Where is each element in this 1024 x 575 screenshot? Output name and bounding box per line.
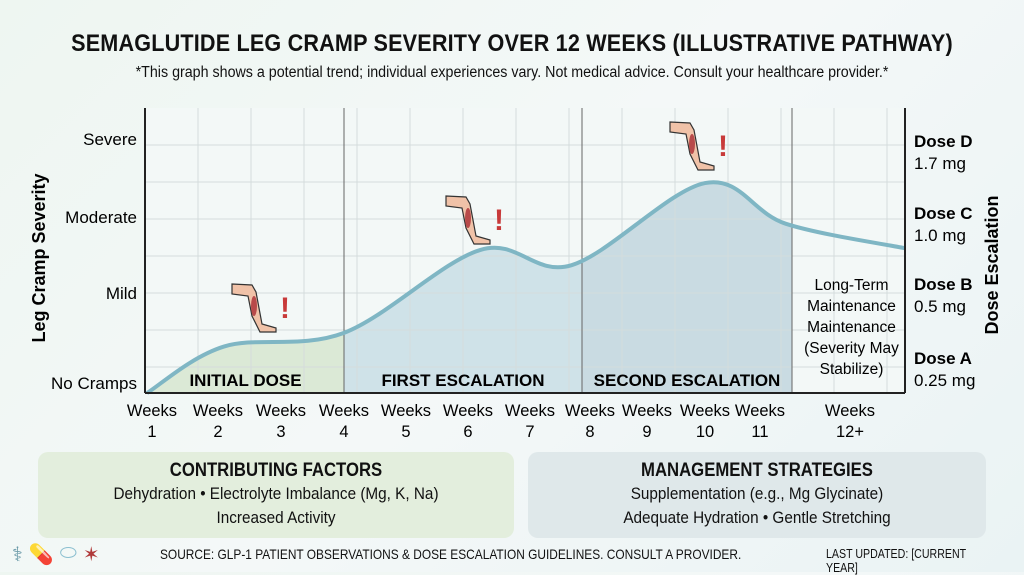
x-tick-number: 5 <box>401 423 410 441</box>
source-note: SOURCE: GLP-1 PATIENT OBSERVATIONS & DOS… <box>160 546 742 562</box>
x-tick-label: Weeks <box>256 402 306 420</box>
footer-icons: ⚕ 💊 ⬭ ✶ <box>12 542 100 567</box>
x-tick-label: Weeks <box>381 402 431 420</box>
x-tick-number: 1 <box>147 423 156 441</box>
strategies-line-2: Adequate Hydration • Gentle Stretching <box>623 508 891 527</box>
phase-label: SECOND ESCALATION <box>594 371 781 390</box>
y2-axis-label: Dose Escalation <box>982 195 1002 334</box>
pills-icon: 💊 <box>28 544 54 566</box>
exclamation-icon: ! <box>718 130 728 163</box>
x-tick-label: Weeks <box>825 402 875 420</box>
x-tick-label: Weeks <box>622 402 672 420</box>
x-tick-label: Weeks <box>193 402 243 420</box>
factors-line-2: Increased Activity <box>216 508 336 527</box>
dose-label: Dose B <box>914 275 973 294</box>
chart-subtitle: *This graph shows a potential trend; ind… <box>135 64 889 81</box>
x-tick-number: 7 <box>525 423 534 441</box>
dose-amount: 0.5 mg <box>914 297 966 316</box>
capsule-icon: ⬭ <box>59 542 77 564</box>
management-strategies-panel: MANAGEMENT STRATEGIES Supplementation (e… <box>528 452 986 538</box>
stethoscope-icon: ⚕ <box>12 544 23 566</box>
dose-amount: 1.0 mg <box>914 226 966 245</box>
x-tick-number: 6 <box>463 423 472 441</box>
muscle-cramp-icon: ✶ <box>82 544 100 566</box>
x-tick-number: 8 <box>585 423 594 441</box>
x-tick-number: 11 <box>751 423 768 441</box>
strategies-line-1: Supplementation (e.g., Mg Glycinate) <box>630 484 884 503</box>
x-tick-label: Weeks <box>565 402 615 420</box>
phase-label: FIRST ESCALATION <box>381 371 544 390</box>
y-tick-label: Moderate <box>65 208 137 227</box>
x-tick-label: Weeks <box>505 402 555 420</box>
leg-cramp-icon: ! <box>669 121 728 171</box>
chart-title: SEMAGLUTIDE LEG CRAMP SEVERITY OVER 12 W… <box>71 30 953 57</box>
exclamation-icon: ! <box>280 292 290 325</box>
phase-label-maintenance: Long-Term Maintenance Maintenance (Severity… <box>804 277 899 378</box>
leg-cramp-icon: ! <box>231 283 290 333</box>
y-tick-label: Mild <box>106 284 137 303</box>
contributing-factors-panel: CONTRIBUTING FACTORS Dehydration • Elect… <box>38 452 514 538</box>
x-tick-label: Weeks <box>127 402 177 420</box>
phase-label: INITIAL DOSE <box>189 371 301 390</box>
x-tick-label: Weeks <box>443 402 493 420</box>
last-updated: LAST UPDATED: [CURRENT YEAR] <box>826 547 966 575</box>
y-tick-label: No Cramps <box>51 374 137 393</box>
strategies-title: MANAGEMENT STRATEGIES <box>641 460 873 481</box>
dose-label: Dose D <box>914 132 973 151</box>
x-tick-number: 12+ <box>836 423 864 441</box>
y-tick-label: Severe <box>83 130 137 149</box>
x-tick-label: Weeks <box>319 402 369 420</box>
dose-amount: 0.25 mg <box>914 371 975 390</box>
exclamation-icon: ! <box>494 204 504 237</box>
dose-amount: 1.7 mg <box>914 154 966 173</box>
x-tick-label: Weeks <box>735 402 785 420</box>
chart: INITIAL DOSE FIRST ESCALATION SECOND ESCAL… <box>29 108 1002 441</box>
x-tick-number: 4 <box>339 423 348 441</box>
x-tick-number: 10 <box>696 423 714 441</box>
severity-line <box>145 180 906 395</box>
x-tick-number: 9 <box>642 423 651 441</box>
x-tick-number: 3 <box>276 423 285 441</box>
factors-line-1: Dehydration • Electrolyte Imbalance (Mg,… <box>113 484 439 503</box>
x-tick-number: 2 <box>213 423 222 441</box>
dose-label: Dose C <box>914 204 973 223</box>
leg-cramp-icon: ! <box>445 195 504 245</box>
dose-label: Dose A <box>914 349 972 368</box>
factors-title: CONTRIBUTING FACTORS <box>169 460 383 481</box>
x-tick-label: Weeks <box>680 402 730 420</box>
y-axis-label: Leg Cramp Severity <box>29 173 49 342</box>
